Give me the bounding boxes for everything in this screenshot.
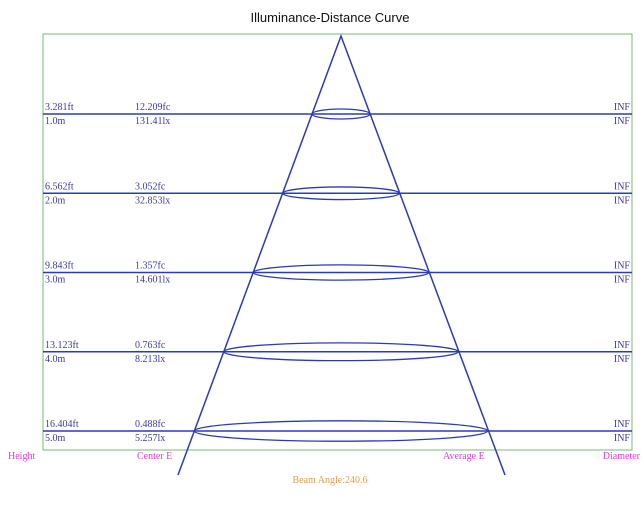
diameter: INF <box>614 102 631 113</box>
diameter: INF <box>614 261 631 272</box>
diameter: INF <box>614 340 631 351</box>
frame <box>42 33 633 451</box>
height-m: 3.0m <box>45 275 66 286</box>
center-lux: 5.257lx <box>135 433 165 444</box>
footer-label: Diameter <box>603 451 641 462</box>
diameter: INF <box>614 181 631 192</box>
height-ft: 16.404ft <box>45 419 79 430</box>
diameter: INF <box>614 195 631 206</box>
center-fc: 1.357fc <box>135 261 166 272</box>
center-fc: 12.209fc <box>135 102 171 113</box>
footer-label: Average E <box>443 451 485 462</box>
beam-angle: Beam Angle:240.6 <box>293 475 368 486</box>
height-ft: 9.843ft <box>45 261 74 272</box>
diameter: INF <box>614 419 631 430</box>
light-spot <box>193 420 489 442</box>
height-ft: 6.562ft <box>45 181 74 192</box>
height-m: 5.0m <box>45 433 66 444</box>
light-spot <box>311 108 371 120</box>
diameter: INF <box>614 354 631 365</box>
beam-cone <box>177 33 506 476</box>
center-fc: 3.052fc <box>135 181 166 192</box>
center-lux: 131.41lx <box>135 116 170 127</box>
height-m: 4.0m <box>45 354 66 365</box>
footer-label: Center E <box>137 451 172 462</box>
footer-label: Height <box>8 451 35 462</box>
height-m: 2.0m <box>45 195 66 206</box>
center-lux: 14.601lx <box>135 275 170 286</box>
light-spot <box>223 342 459 362</box>
diameter: INF <box>614 275 631 286</box>
light-spot <box>281 186 401 201</box>
center-lux: 8.213lx <box>135 354 165 365</box>
title: Illuminance-Distance Curve <box>251 10 410 25</box>
diameter: INF <box>614 433 631 444</box>
height-ft: 3.281ft <box>45 102 74 113</box>
light-spot <box>252 264 430 281</box>
center-fc: 0.488fc <box>135 419 166 430</box>
height-m: 1.0m <box>45 116 66 127</box>
diameter: INF <box>614 116 631 127</box>
height-ft: 13.123ft <box>45 340 79 351</box>
center-fc: 0.763fc <box>135 340 166 351</box>
center-lux: 32.853lx <box>135 195 170 206</box>
